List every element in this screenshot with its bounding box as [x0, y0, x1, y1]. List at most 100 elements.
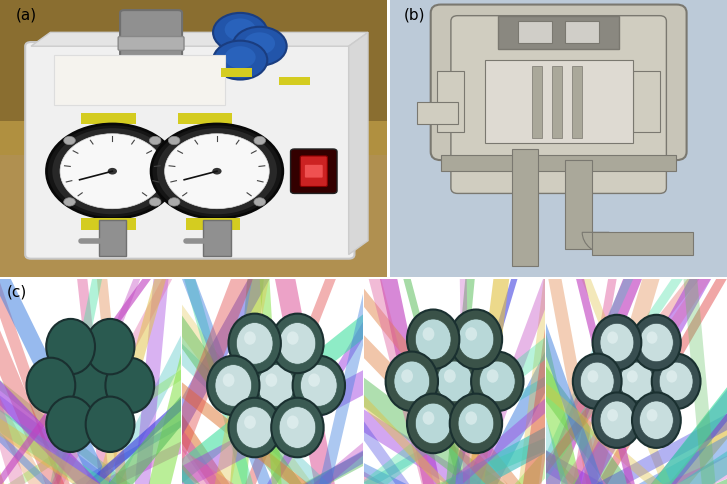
Circle shape: [415, 319, 451, 360]
Polygon shape: [286, 363, 536, 484]
FancyBboxPatch shape: [451, 16, 667, 194]
Circle shape: [222, 374, 235, 387]
Circle shape: [64, 137, 76, 145]
Polygon shape: [391, 306, 603, 484]
Polygon shape: [515, 269, 703, 484]
Polygon shape: [68, 199, 112, 484]
FancyBboxPatch shape: [390, 0, 727, 277]
Polygon shape: [525, 226, 655, 484]
Polygon shape: [459, 268, 646, 484]
Circle shape: [94, 329, 126, 365]
Circle shape: [593, 393, 641, 448]
Circle shape: [607, 409, 618, 422]
Polygon shape: [713, 374, 727, 484]
Polygon shape: [22, 280, 212, 484]
FancyBboxPatch shape: [120, 11, 182, 61]
Circle shape: [593, 315, 641, 370]
Polygon shape: [0, 350, 131, 484]
Polygon shape: [132, 266, 317, 484]
Polygon shape: [103, 266, 302, 484]
Circle shape: [105, 358, 154, 413]
Circle shape: [415, 403, 451, 444]
Polygon shape: [569, 234, 727, 484]
FancyBboxPatch shape: [186, 219, 240, 230]
Circle shape: [279, 407, 316, 448]
Polygon shape: [273, 360, 521, 484]
Circle shape: [74, 367, 107, 404]
Polygon shape: [270, 356, 516, 484]
Circle shape: [60, 135, 164, 209]
Polygon shape: [97, 232, 245, 484]
Polygon shape: [44, 222, 162, 484]
Circle shape: [236, 323, 273, 364]
Polygon shape: [461, 217, 574, 484]
Circle shape: [458, 319, 494, 360]
Polygon shape: [134, 307, 351, 484]
Circle shape: [640, 324, 673, 362]
Circle shape: [612, 354, 661, 409]
Circle shape: [422, 328, 434, 341]
Circle shape: [86, 397, 134, 452]
Circle shape: [479, 362, 515, 402]
Polygon shape: [0, 289, 164, 484]
Circle shape: [600, 401, 634, 439]
Circle shape: [465, 328, 477, 341]
Polygon shape: [262, 204, 339, 484]
FancyBboxPatch shape: [81, 114, 136, 125]
Polygon shape: [71, 307, 289, 484]
Circle shape: [35, 367, 67, 404]
Circle shape: [573, 354, 622, 409]
Circle shape: [271, 398, 324, 457]
FancyBboxPatch shape: [438, 72, 465, 133]
Polygon shape: [228, 197, 270, 484]
Polygon shape: [499, 207, 586, 484]
Circle shape: [47, 397, 95, 452]
FancyBboxPatch shape: [0, 122, 387, 155]
Circle shape: [607, 332, 618, 344]
FancyBboxPatch shape: [485, 61, 632, 144]
Polygon shape: [352, 210, 439, 484]
Circle shape: [52, 129, 172, 215]
Polygon shape: [192, 260, 371, 484]
Circle shape: [667, 370, 678, 383]
Polygon shape: [145, 312, 377, 484]
Polygon shape: [107, 327, 334, 484]
Polygon shape: [461, 216, 578, 484]
Circle shape: [401, 370, 413, 383]
Circle shape: [646, 409, 657, 422]
Polygon shape: [465, 318, 686, 484]
Polygon shape: [57, 265, 236, 484]
Polygon shape: [162, 222, 280, 484]
Polygon shape: [258, 244, 416, 484]
Polygon shape: [644, 263, 727, 484]
Polygon shape: [31, 33, 368, 47]
Polygon shape: [316, 204, 395, 484]
Circle shape: [254, 198, 265, 207]
Polygon shape: [551, 254, 723, 484]
Circle shape: [627, 370, 638, 383]
Polygon shape: [175, 235, 319, 484]
Polygon shape: [133, 197, 176, 484]
Polygon shape: [662, 373, 727, 484]
Circle shape: [225, 47, 256, 69]
Circle shape: [250, 356, 302, 415]
Polygon shape: [0, 349, 143, 484]
Circle shape: [233, 28, 286, 66]
Polygon shape: [17, 289, 218, 484]
Circle shape: [487, 370, 499, 383]
Polygon shape: [145, 202, 239, 484]
Circle shape: [428, 352, 481, 411]
FancyBboxPatch shape: [430, 5, 686, 161]
Circle shape: [308, 374, 320, 387]
FancyBboxPatch shape: [99, 220, 126, 257]
Circle shape: [213, 42, 268, 80]
Circle shape: [64, 198, 76, 207]
Polygon shape: [0, 242, 57, 484]
Polygon shape: [0, 334, 145, 484]
Polygon shape: [65, 262, 244, 484]
Text: (a): (a): [15, 7, 36, 22]
Circle shape: [108, 168, 117, 175]
Polygon shape: [385, 211, 470, 484]
Circle shape: [407, 394, 459, 453]
Polygon shape: [119, 197, 137, 484]
